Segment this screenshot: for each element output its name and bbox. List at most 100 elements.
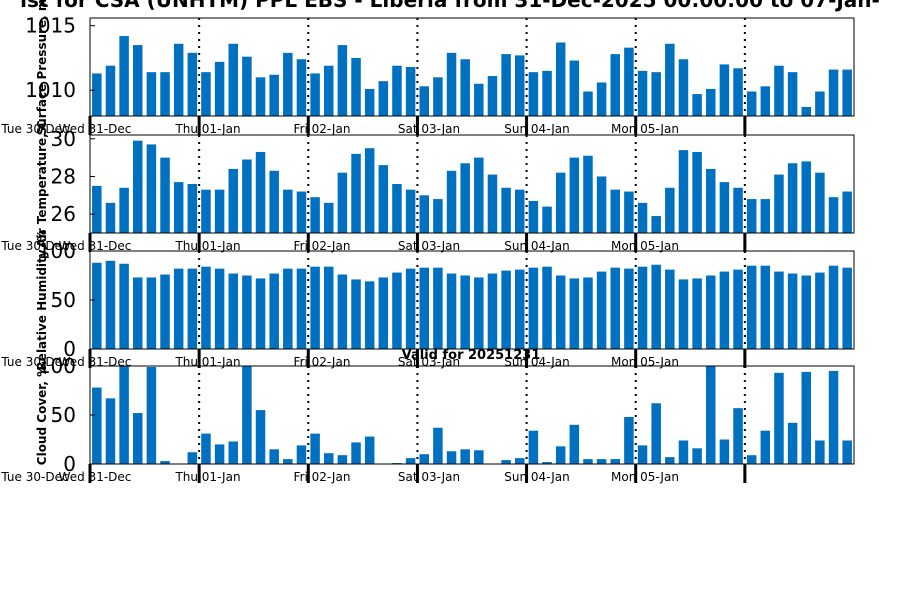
bar [419,267,429,349]
bar [351,57,361,116]
bar [733,408,743,464]
bar [474,83,484,116]
bar [337,455,348,464]
bar [460,163,470,233]
bar [228,168,238,233]
bar [296,191,307,233]
bar [501,54,511,116]
bar [364,281,375,349]
bar [706,88,716,116]
bar [337,172,348,233]
bar [119,36,129,116]
bar [842,267,852,349]
bar [310,433,320,464]
bar [555,172,566,233]
bar [719,439,730,464]
date-label: Fri 02-Jan [294,355,351,369]
bar [405,67,416,116]
bar [446,451,457,464]
bar [364,88,375,116]
bar [787,72,798,116]
bar [501,187,511,233]
bar [719,182,730,233]
bar [92,262,102,349]
date-label: Thu 01-Jan [174,122,240,136]
y-axis-label: Relative Humidity, % [35,230,49,371]
bar [651,72,661,116]
bar [460,59,470,116]
bar [678,440,689,464]
bar [214,444,225,464]
bar [242,366,252,464]
bar [569,60,580,116]
bar [460,449,470,464]
bar [378,81,389,116]
bar [596,82,607,116]
bar [624,268,634,349]
bar [760,86,771,116]
bar [760,265,771,349]
date-label: Mon 05-Jan [611,470,679,484]
bar [446,273,457,349]
bar [92,185,102,233]
bar [419,454,429,464]
bar [569,278,580,349]
bar [324,453,334,464]
bar [419,195,429,233]
bar [555,275,566,349]
bar [692,94,702,116]
bar [474,277,484,349]
bar [351,279,361,349]
bar [173,182,184,233]
bar [269,74,279,116]
plot-frame [89,134,855,234]
bar [678,150,689,233]
bar [474,450,484,464]
bar [815,440,825,464]
bar [624,191,634,233]
date-label: Mon 05-Jan [611,239,679,253]
bar [515,269,525,349]
bar [405,268,416,349]
bar [119,366,129,464]
y-tick-label: 50 [51,288,76,312]
date-label: Fri 02-Jan [294,239,351,253]
bar [283,189,293,233]
bar [665,43,675,116]
bar [610,54,620,116]
bar [105,398,116,464]
bar [133,45,143,116]
bar [555,42,566,116]
date-label: Wed 31-Dec [59,470,132,484]
y-tick-label: 1015 [25,14,76,38]
bar [255,151,266,233]
bar [487,174,498,233]
bar [651,403,661,464]
date-label: Wed 31-Dec [59,122,132,136]
bar [665,269,675,349]
date-label: Thu 01-Jan [174,239,240,253]
bar [842,191,852,233]
y-tick-label: 28 [51,164,76,188]
bar [364,148,375,233]
bar [487,76,498,116]
bar [842,69,852,116]
bar [692,278,702,349]
date-label: Tue 30-Dec [0,470,68,484]
bar [405,189,416,233]
bar [610,459,620,464]
bar [501,270,511,349]
bar [92,387,102,464]
bar [746,455,757,464]
bar [242,275,252,349]
bar [624,47,634,116]
bar [201,72,211,116]
bar [242,56,252,116]
date-label: Sat 03-Jan [398,122,460,136]
bar [214,189,225,233]
bar [569,424,580,464]
